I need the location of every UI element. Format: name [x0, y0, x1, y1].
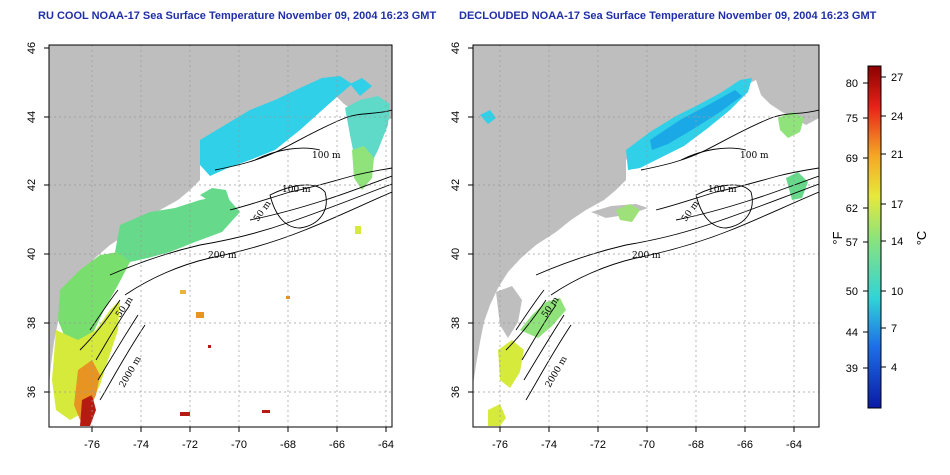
left-sst-speck [196, 312, 204, 318]
colorbar-gradient [867, 65, 882, 409]
colorbar-celsius-unit: °C [914, 231, 929, 246]
left-lat-tick-label: 36 [26, 386, 38, 398]
left-lon-tick-label: -76 [84, 439, 100, 451]
left-sst-speck [180, 290, 186, 294]
left-graticule [49, 45, 392, 427]
right-nova-scotia [756, 60, 819, 125]
left-lat-tick-label: 46 [26, 42, 38, 54]
left-panel-title: RU COOL NOAA-17 Sea Surface Temperature … [38, 10, 437, 22]
colorbar-c-label: 21 [891, 149, 903, 161]
left-lat-tick-label: 44 [26, 111, 38, 123]
right-lon-tick-label: -70 [639, 439, 655, 451]
right-sst-georges-patch [786, 172, 808, 200]
colorbar-f-label: 44 [846, 327, 858, 339]
left-lon-tick-label: -72 [182, 439, 198, 451]
right-lat-tick-label: 36 [450, 386, 462, 398]
left-lat-tick-label: 38 [26, 317, 38, 329]
right-contour-label: 200 m [632, 251, 661, 261]
right-lon-tick-label: -64 [786, 439, 802, 451]
left-sst-yellow-south [52, 300, 120, 420]
left-lat-tick-label: 40 [26, 248, 38, 260]
right-lat-tick-label: 42 [450, 179, 462, 191]
right-sst-midatlantic-strip [520, 298, 566, 338]
right-lon-tick-label: -66 [737, 439, 753, 451]
colorbar-celsius-ticks [881, 76, 886, 368]
right-graticule [473, 45, 819, 427]
left-lon-tick-label: -66 [329, 439, 345, 451]
right-bathymetry-contours [505, 109, 819, 401]
left-land-mass [49, 45, 392, 385]
left-sst-speck [286, 296, 290, 299]
left-map-frame [48, 44, 393, 428]
right-delmarva [496, 286, 522, 338]
colorbar-fahrenheit-unit: °F [830, 231, 845, 244]
right-lat-tick-label: 46 [450, 42, 462, 54]
left-map-panel: 100 m 100 m 50 m 200 m 50 m 2000 m -76 -… [26, 42, 394, 451]
colorbar-c-label: 14 [891, 236, 903, 248]
left-lon-tick-label: -68 [280, 439, 296, 451]
right-lon-tick-label: -74 [541, 439, 557, 451]
colorbar-c-label: 17 [891, 199, 903, 211]
right-lon-tick-label: -76 [492, 439, 508, 451]
left-contour-label: 100 m [312, 151, 341, 161]
colorbar-c-label: 27 [891, 72, 903, 84]
right-lat-tick-label: 40 [450, 248, 462, 260]
colorbar-f-label: 69 [846, 153, 858, 165]
colorbar-f-label: 62 [846, 203, 858, 215]
colorbar-f-label: 39 [846, 363, 858, 375]
colorbar-c-label: 24 [891, 111, 903, 123]
right-lon-tick-label: -68 [688, 439, 704, 451]
left-lon-tick-label: -64 [378, 439, 394, 451]
right-lat-tick-label: 44 [450, 111, 462, 123]
left-contour-label: 100 m [282, 185, 311, 195]
left-sst-warm-gulfstream [74, 360, 100, 420]
colorbar-c-label: 10 [891, 286, 903, 298]
right-lon-tick-label: -72 [590, 439, 606, 451]
left-sst-nova-scotia-coast [350, 78, 372, 96]
left-sst-hot-tip [80, 395, 96, 426]
left-sst-speck [262, 410, 270, 413]
left-lat-tick-label: 42 [26, 179, 38, 191]
right-tick-marks [468, 47, 795, 432]
left-sst-gulf-of-maine [200, 76, 352, 176]
right-sst-south-yellow [498, 340, 524, 388]
right-map-panel: 100 m 100 m 50 m 200 m 50 m 2000 m -76 -… [450, 42, 820, 451]
colorbar-f-label: 75 [846, 113, 858, 125]
colorbar-f-label: 50 [846, 286, 858, 298]
right-sst-bottom-patch [488, 404, 506, 426]
colorbar-f-label: 57 [846, 237, 858, 249]
left-sst-speck [180, 412, 190, 416]
left-sst-speck [208, 345, 211, 348]
colorbar-fahrenheit-ticks [863, 82, 868, 369]
right-land-mass [473, 45, 819, 385]
left-contour-label: 200 m [208, 251, 237, 261]
left-sst-shelf-green [115, 195, 240, 262]
right-sst-scotian-patch [778, 112, 804, 138]
right-lat-tick-label: 38 [450, 317, 462, 329]
left-sst-speck [355, 226, 361, 234]
left-tick-marks [44, 47, 387, 432]
right-sst-shelf-fragments [616, 204, 640, 222]
left-sst-cape-cod-patch [200, 188, 230, 205]
right-panel-title: DECLOUDED NOAA-17 Sea Surface Temperatur… [459, 10, 877, 22]
left-lon-tick-label: -74 [133, 439, 149, 451]
left-sst-midatlantic-green [58, 252, 130, 350]
left-lon-tick-label: -70 [231, 439, 247, 451]
left-bathymetry-contours [79, 109, 392, 401]
colorbar-f-label: 80 [846, 78, 858, 90]
right-contour-label: 100 m [740, 151, 769, 161]
right-map-frame [472, 44, 820, 428]
right-contour-label: 100 m [708, 185, 737, 195]
colorbar-c-label: 4 [891, 362, 897, 374]
temperature-colorbar: 80 75 69 62 57 50 44 39 27 24 21 17 14 1… [830, 65, 929, 409]
left-sst-georges-bank-patch [352, 146, 374, 190]
colorbar-c-label: 7 [891, 323, 897, 335]
